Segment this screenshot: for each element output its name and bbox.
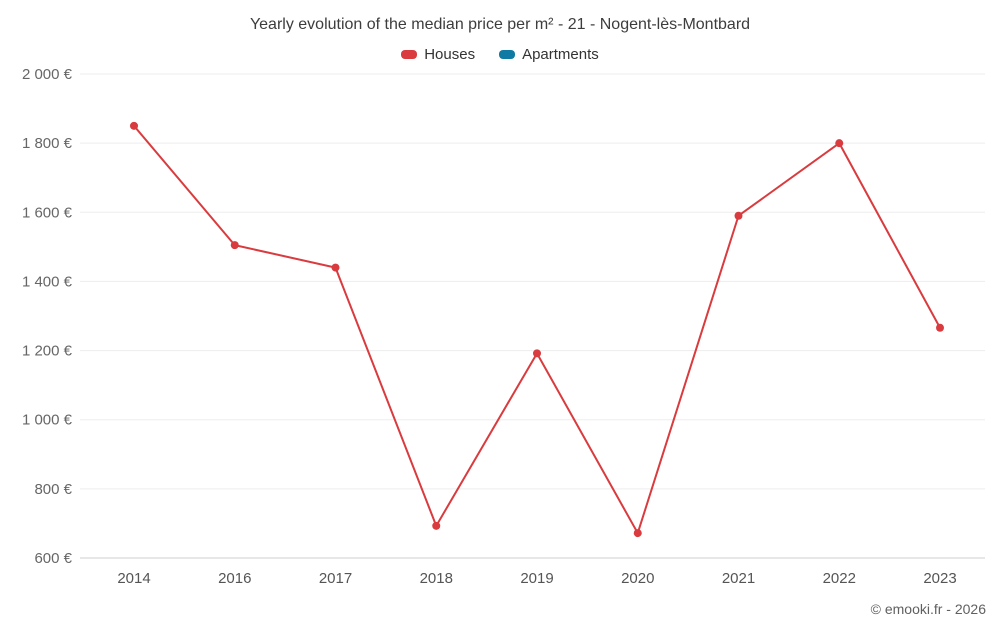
y-axis-tick-label: 1 400 €	[22, 273, 73, 290]
x-axis-tick-label: 2019	[520, 570, 553, 587]
legend-item-houses[interactable]: Houses	[401, 46, 475, 63]
x-axis-tick-label: 2023	[923, 570, 956, 587]
y-axis-tick-label: 1 000 €	[22, 412, 73, 429]
houses-data-point[interactable]	[230, 241, 239, 250]
houses-data-point[interactable]	[331, 263, 340, 272]
x-axis-tick-label: 2016	[218, 570, 251, 587]
houses-series-swatch	[401, 50, 418, 59]
x-axis-tick-label: 2014	[117, 570, 150, 587]
houses-series-label: Houses	[424, 46, 476, 63]
legend: Houses Apartments	[0, 46, 1000, 63]
apartments-series-swatch	[499, 50, 516, 59]
chart-title: Yearly evolution of the median price per…	[249, 16, 751, 33]
y-axis-tick-label: 600 €	[34, 550, 72, 567]
apartments-series-label: Apartments	[522, 46, 599, 63]
houses-data-point[interactable]	[633, 529, 642, 538]
y-axis-tick-label: 1 600 €	[22, 204, 73, 221]
houses-data-point[interactable]	[936, 323, 944, 332]
x-axis-tick-label: 2018	[420, 570, 453, 587]
legend-item-apartments[interactable]: Apartments	[499, 46, 599, 63]
houses-line-series	[133, 124, 941, 535]
x-axis-tick-label: 2022	[823, 570, 856, 587]
y-axis-tick-label: 1 800 €	[22, 135, 73, 152]
y-axis-tick-label: 800 €	[34, 481, 72, 498]
houses-data-point[interactable]	[432, 521, 441, 530]
y-axis-tick-label: 2 000 €	[22, 66, 73, 83]
houses-data-point[interactable]	[734, 211, 743, 220]
x-axis-tick-label: 2021	[722, 570, 755, 587]
houses-data-point[interactable]	[835, 139, 844, 148]
x-axis-tick-label: 2020	[621, 570, 654, 587]
y-axis-tick-label: 1 200 €	[22, 343, 73, 360]
x-axis-tick-label: 2017	[319, 570, 352, 587]
houses-data-point[interactable]	[130, 121, 138, 130]
houses-data-point[interactable]	[533, 349, 541, 358]
copyright: © emooki.fr - 2026	[870, 601, 986, 617]
